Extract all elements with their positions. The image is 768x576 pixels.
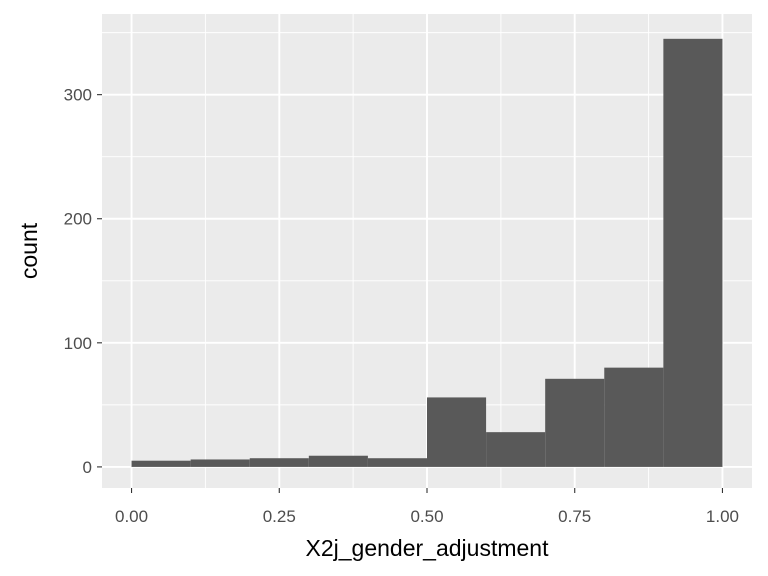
histogram-bar — [308, 455, 368, 467]
y-axis-title: count — [16, 222, 42, 279]
histogram-bar — [249, 458, 309, 467]
y-tick-label: 100 — [64, 334, 92, 353]
histogram-bar — [545, 378, 605, 467]
x-axis-title: X2j_gender_adjustment — [306, 535, 550, 561]
x-tick-label: 0.00 — [115, 507, 148, 526]
x-axis-ticks: 0.00 0.25 0.50 0.75 1.00 — [115, 488, 739, 526]
y-tick-label: 200 — [64, 210, 92, 229]
histogram-bar — [486, 432, 546, 467]
x-tick-label: 0.50 — [410, 507, 443, 526]
histogram-bar — [131, 460, 191, 467]
histogram-bar — [663, 38, 723, 467]
histogram-bar — [190, 459, 250, 467]
x-tick-label: 0.25 — [263, 507, 296, 526]
y-tick-label: 0 — [83, 458, 92, 477]
y-tick-label: 300 — [64, 86, 92, 105]
histogram-bar — [427, 397, 487, 467]
x-tick-label: 1.00 — [706, 507, 739, 526]
histogram-bar — [604, 367, 664, 467]
x-tick-label: 0.75 — [558, 507, 591, 526]
histogram-bar — [367, 458, 427, 467]
histogram-bars — [131, 38, 723, 467]
y-axis-ticks: 0 100 200 300 — [64, 86, 102, 477]
